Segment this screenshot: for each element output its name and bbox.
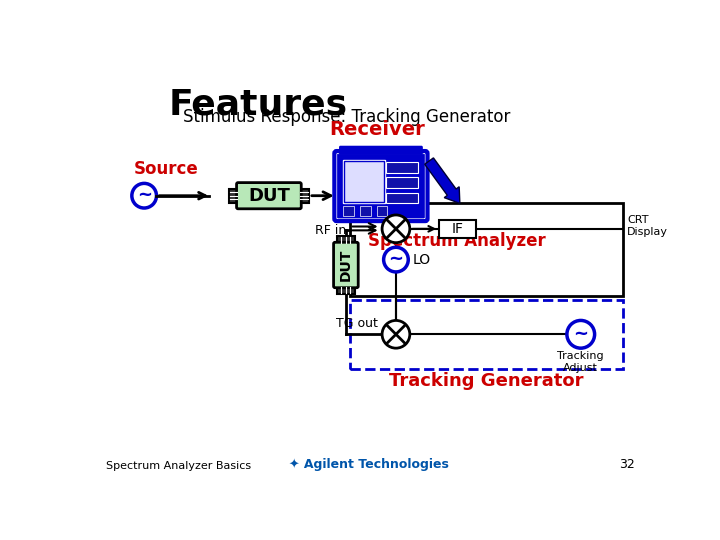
Circle shape xyxy=(382,320,410,348)
Text: Stimulus Response: Tracking Generator: Stimulus Response: Tracking Generator xyxy=(183,108,510,126)
Text: LO: LO xyxy=(413,253,431,267)
Text: DUT: DUT xyxy=(248,187,290,205)
Text: ✦ Agilent Technologies: ✦ Agilent Technologies xyxy=(289,458,449,471)
Text: IF: IF xyxy=(451,222,464,236)
FancyBboxPatch shape xyxy=(340,146,422,154)
Text: Spectrum Analyzer: Spectrum Analyzer xyxy=(369,232,546,249)
Bar xyxy=(386,193,418,204)
Text: CRT
Display: CRT Display xyxy=(627,215,668,237)
Bar xyxy=(360,206,371,215)
Bar xyxy=(350,300,623,369)
Text: Source: Source xyxy=(134,160,199,178)
Text: Tracking
Adjust: Tracking Adjust xyxy=(557,351,604,373)
Text: DUT: DUT xyxy=(339,249,353,281)
Text: Spectrum Analyzer Basics: Spectrum Analyzer Basics xyxy=(106,461,251,471)
FancyArrow shape xyxy=(425,158,460,204)
Bar xyxy=(386,162,418,173)
Bar xyxy=(377,206,387,215)
Text: ~: ~ xyxy=(137,186,152,204)
Text: TG out: TG out xyxy=(336,318,378,330)
Bar xyxy=(229,189,238,202)
Bar xyxy=(344,161,384,202)
Text: 32: 32 xyxy=(619,458,634,471)
Bar xyxy=(343,206,354,215)
Bar xyxy=(337,286,355,294)
Text: Tracking Generator: Tracking Generator xyxy=(390,372,584,390)
FancyBboxPatch shape xyxy=(237,183,301,209)
Bar xyxy=(386,177,418,188)
Bar xyxy=(343,159,385,204)
Text: Features: Features xyxy=(168,88,348,122)
Bar xyxy=(439,220,476,238)
Circle shape xyxy=(382,215,410,242)
FancyBboxPatch shape xyxy=(333,242,359,288)
Bar xyxy=(337,236,355,244)
Text: Receiver: Receiver xyxy=(329,120,425,139)
Bar xyxy=(300,189,309,202)
FancyBboxPatch shape xyxy=(334,151,428,221)
Bar xyxy=(350,204,623,296)
FancyBboxPatch shape xyxy=(338,154,425,218)
Text: ~: ~ xyxy=(573,325,588,342)
Text: ~: ~ xyxy=(389,250,403,268)
Text: RF in: RF in xyxy=(315,224,346,237)
